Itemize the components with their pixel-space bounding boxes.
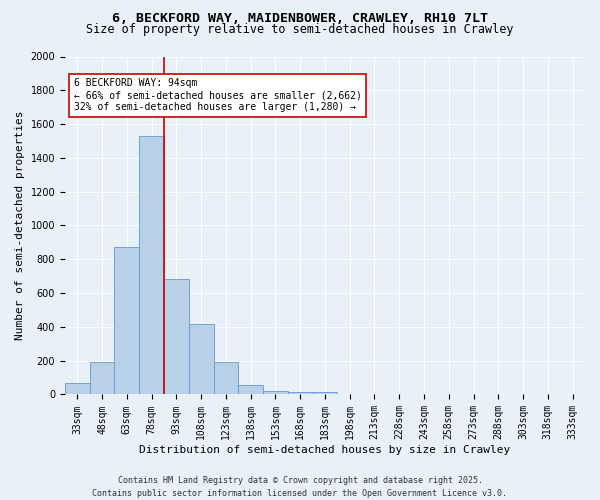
Bar	[214, 362, 238, 394]
Title: 6, BECKFORD WAY, MAIDENBOWER, CRAWLEY, RH10 7LT
Size of property relative to sem: 6, BECKFORD WAY, MAIDENBOWER, CRAWLEY, R…	[0, 499, 1, 500]
Bar	[65, 384, 89, 394]
Bar	[238, 385, 263, 394]
X-axis label: Distribution of semi-detached houses by size in Crawley: Distribution of semi-detached houses by …	[139, 445, 511, 455]
Bar	[164, 278, 189, 394]
Text: 6 BECKFORD WAY: 94sqm
← 66% of semi-detached houses are smaller (2,662)
32% of s: 6 BECKFORD WAY: 94sqm ← 66% of semi-deta…	[74, 78, 361, 112]
Bar	[263, 391, 288, 394]
Bar	[189, 324, 214, 394]
Bar	[313, 392, 337, 394]
Text: Size of property relative to semi-detached houses in Crawley: Size of property relative to semi-detach…	[86, 22, 514, 36]
Bar	[115, 248, 139, 394]
Bar	[288, 392, 313, 394]
Bar	[139, 136, 164, 394]
Y-axis label: Number of semi-detached properties: Number of semi-detached properties	[15, 110, 25, 340]
Text: Contains HM Land Registry data © Crown copyright and database right 2025.
Contai: Contains HM Land Registry data © Crown c…	[92, 476, 508, 498]
Bar	[89, 362, 115, 394]
Text: 6, BECKFORD WAY, MAIDENBOWER, CRAWLEY, RH10 7LT: 6, BECKFORD WAY, MAIDENBOWER, CRAWLEY, R…	[112, 12, 488, 26]
